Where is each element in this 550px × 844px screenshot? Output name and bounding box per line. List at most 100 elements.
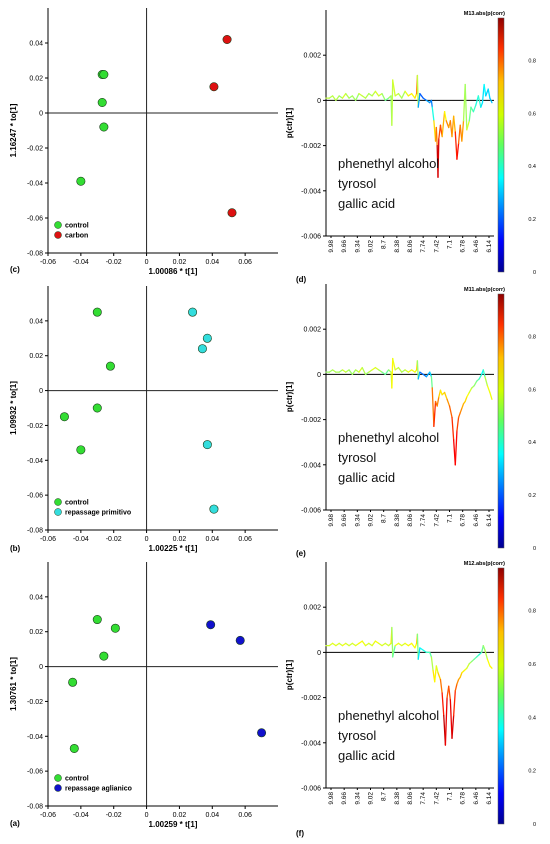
x-tick-label: 8.06: [407, 240, 414, 253]
spectrum-segment: [489, 391, 493, 400]
x-tick-label: 6.78: [460, 514, 467, 527]
y-tick-label: -0.002: [301, 695, 321, 702]
spectrum-segment: [348, 642, 354, 647]
y-tick-label: -0.006: [301, 508, 321, 515]
x-tick-label: 6.14: [486, 792, 493, 805]
spectrum-segment: [331, 95, 337, 102]
x-tick-label: 0.06: [238, 536, 252, 543]
spectrum-segment: [328, 642, 334, 647]
x-tick-label: 8.38: [394, 240, 401, 253]
x-tick-label: 7.74: [420, 514, 427, 527]
spectrum-segment: [381, 92, 386, 102]
spectrum-segment: [430, 376, 433, 389]
x-tick-label: 8.38: [394, 792, 401, 805]
spectrum-segment: [394, 366, 400, 371]
colorbar: [497, 293, 505, 549]
spectrum-segment: [348, 369, 354, 376]
spectrum-segment: [466, 120, 470, 131]
x-axis-label: 1.00225 * t[1]: [149, 544, 198, 553]
spectrum-segment: [439, 389, 443, 396]
panel-label: (f): [296, 829, 304, 838]
spectrum-segment: [397, 92, 403, 99]
y-tick-label: -0.002: [301, 143, 321, 150]
spectrum-segment: [394, 92, 400, 97]
panel-label: (d): [296, 275, 307, 284]
spectrum-segment: [404, 90, 410, 97]
x-tick-label: 9.66: [341, 792, 348, 805]
legend-marker: [54, 508, 62, 516]
y-tick-label: 0.02: [29, 76, 43, 83]
x-tick-label: 6.14: [486, 514, 493, 527]
x-tick-label: 9.02: [368, 514, 375, 527]
spectrum-segment: [364, 92, 370, 99]
spectrum-segment: [384, 369, 390, 376]
spectrum-segment: [464, 396, 468, 403]
y-axis-label: p(ctr)[1]: [285, 108, 294, 139]
panel-c: -0.06 -0.04 -0.02 0 0.02 0.04 0.06-0.08-0.06-0…: [9, 8, 278, 276]
y-tick-label: -0.006: [301, 234, 321, 241]
spectrum-segment: [378, 92, 383, 97]
spectrum-segment: [358, 640, 363, 645]
data-point: [99, 70, 109, 80]
spectrum-segment: [414, 642, 418, 649]
data-point: [76, 176, 86, 186]
legend-marker: [54, 498, 62, 506]
x-tick-label: 0: [145, 812, 149, 819]
spectrum-segment: [374, 366, 380, 371]
legend-marker: [54, 774, 62, 782]
x-tick-label: 6.46: [473, 240, 480, 253]
data-point: [97, 98, 107, 108]
spectrum-segment: [435, 665, 439, 674]
colorbar-tick-label: 0.6: [528, 662, 536, 668]
spectrum-segment: [364, 642, 370, 647]
y-tick-label: -0.08: [27, 528, 43, 535]
panel-label: (e): [296, 549, 306, 558]
spectrum-segment: [466, 663, 470, 669]
x-tick-label: 0: [145, 536, 149, 543]
spectrum-segment: [459, 407, 463, 414]
spectrum-segment: [425, 99, 431, 104]
data-point: [105, 361, 115, 371]
data-point: [92, 615, 102, 625]
spectrum-segment: [392, 357, 396, 371]
panel-a: -0.06 -0.04 -0.02 0 0.02 0.04 0.06-0.08-0.06-0…: [9, 562, 278, 829]
colorbar-tick-label: 0.2: [528, 493, 536, 499]
compound-annotation: gallic acid: [338, 470, 395, 485]
spectrum-segment: [358, 92, 363, 97]
spectrum-segment: [351, 369, 357, 376]
spectrum-segment: [364, 371, 370, 376]
data-point: [68, 677, 78, 687]
x-tick-label: 0.02: [173, 259, 187, 266]
x-tick-label: 0.04: [205, 259, 219, 266]
spectrum-segment: [354, 369, 360, 373]
y-tick-label: 0.02: [29, 629, 43, 636]
spectrum-segment: [433, 400, 437, 428]
spectrum-segment: [417, 647, 421, 660]
y-tick-label: -0.06: [27, 493, 43, 500]
y-tick-label: -0.006: [301, 786, 321, 793]
y-tick-label: -0.06: [27, 216, 43, 223]
spectrum-segment: [378, 642, 383, 647]
spectrum-segment: [422, 649, 428, 654]
spectrum-segment: [410, 369, 416, 373]
y-tick-label: -0.04: [27, 734, 43, 741]
x-tick-label: 9.34: [354, 792, 361, 805]
spectrum-segment: [446, 398, 451, 407]
spectrum-segment: [384, 642, 390, 647]
panel-label: (a): [10, 819, 20, 828]
y-tick-label: 0: [39, 664, 43, 671]
x-tick-label: 0.02: [173, 536, 187, 543]
colorbar-tick-label: 0.4: [528, 164, 536, 170]
compound-annotation: tyrosol: [338, 176, 376, 191]
colorbar: [497, 567, 505, 825]
x-tick-label: 7.1: [447, 792, 454, 801]
spectrum-segment: [407, 369, 413, 373]
compound-annotation: tyrosol: [338, 728, 376, 743]
legend-marker: [54, 784, 62, 792]
x-tick-label: -0.04: [73, 259, 89, 266]
spectrum-segment: [451, 715, 455, 739]
spectrum-segment: [484, 376, 489, 387]
spectrum-segment: [419, 92, 424, 99]
x-tick-label: 7.42: [433, 240, 440, 253]
spectrum-segment: [354, 642, 360, 647]
